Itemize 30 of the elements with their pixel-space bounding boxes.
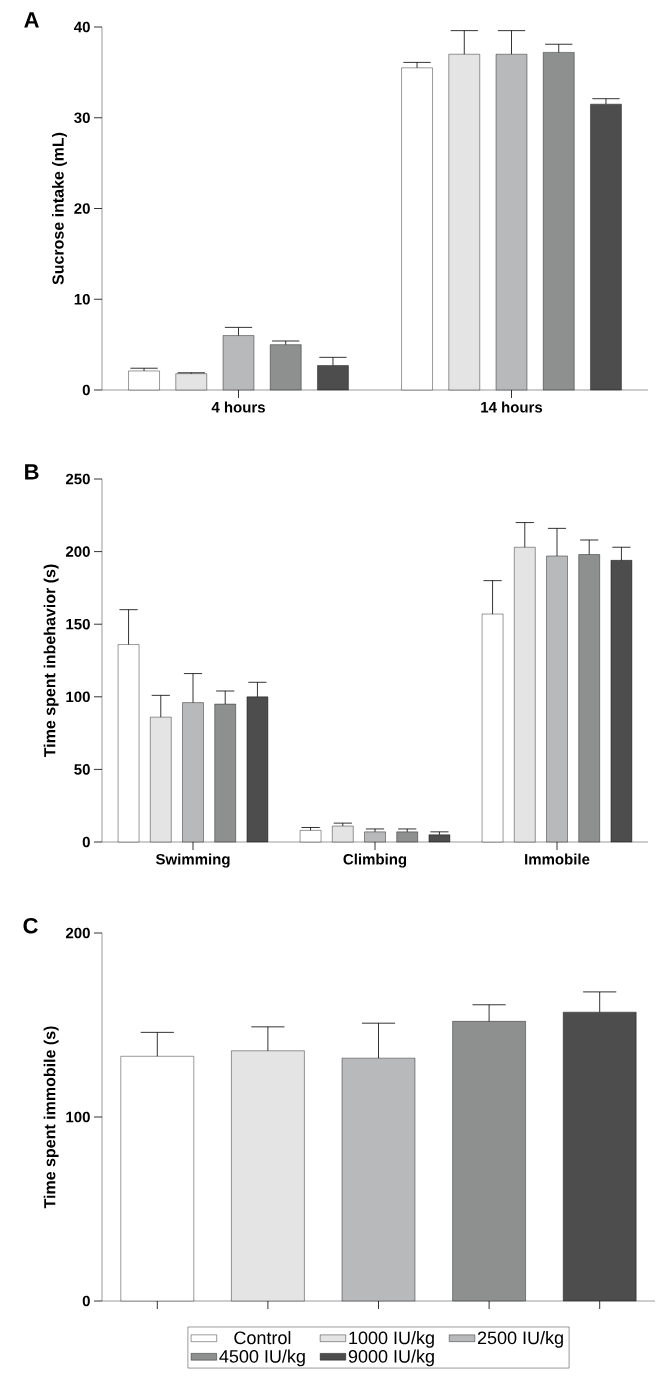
legend-label: 2500 IU/kg bbox=[477, 1330, 563, 1348]
chart-title: A bbox=[24, 12, 39, 28]
legend-label: 4500 IU/kg bbox=[219, 1349, 305, 1367]
y-tick-label: 0 bbox=[82, 1295, 90, 1307]
y-tick-label: 100 bbox=[66, 1111, 90, 1123]
legend-label: 1000 IU/kg bbox=[349, 1330, 434, 1348]
y-tick-label: 50 bbox=[74, 764, 90, 775]
x-tick-label: 4 hours bbox=[211, 401, 265, 413]
chart-title: C bbox=[23, 917, 38, 934]
y-tick-label: 250 bbox=[65, 473, 90, 485]
y-tick-label: 30 bbox=[74, 112, 90, 124]
y-tick-label: 200 bbox=[65, 927, 90, 939]
x-tick-label: Climbing bbox=[343, 853, 407, 868]
y-axis-title: Time spent inbehavior (s) bbox=[43, 564, 59, 758]
legend-label: 9000 IU/kg bbox=[348, 1349, 434, 1367]
y-axis-title: Sucrose intake (mL) bbox=[52, 132, 67, 285]
legend-label: Control bbox=[234, 1330, 291, 1345]
y-tick-label: 200 bbox=[65, 546, 90, 557]
y-tick-label: 10 bbox=[74, 293, 90, 305]
y-tick-label: 150 bbox=[66, 618, 90, 630]
y-tick-label: 100 bbox=[66, 691, 90, 703]
y-tick-label: 40 bbox=[74, 21, 90, 33]
x-tick-label: 14 hours bbox=[481, 401, 543, 413]
y-tick-label: 0 bbox=[82, 836, 90, 848]
y-tick-label: 0 bbox=[82, 384, 90, 396]
x-tick-label: Immobile bbox=[525, 853, 590, 865]
x-tick-label: Swimming bbox=[155, 853, 230, 868]
chart-title: B bbox=[25, 464, 39, 480]
y-axis-title: Time spent immobile (s) bbox=[43, 1026, 59, 1209]
y-tick-label: 20 bbox=[74, 203, 90, 214]
